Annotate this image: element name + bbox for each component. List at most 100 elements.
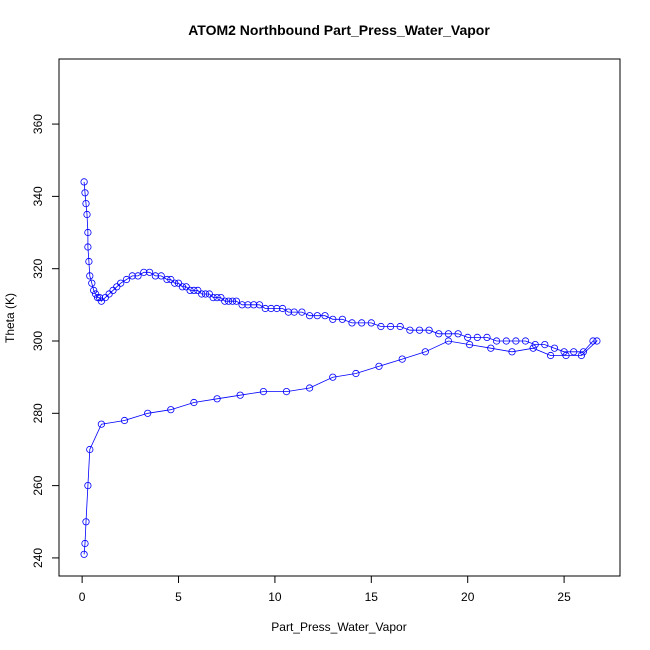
data-point xyxy=(305,312,314,320)
data-point xyxy=(589,337,597,345)
data-point xyxy=(570,348,578,356)
series-line xyxy=(83,181,598,555)
data-point xyxy=(186,286,194,294)
data-point xyxy=(205,290,213,298)
data-point xyxy=(531,340,539,349)
data-point xyxy=(213,293,221,302)
data-point xyxy=(579,348,588,356)
data-point xyxy=(259,387,267,396)
data-point xyxy=(278,304,287,313)
data-point xyxy=(415,326,424,334)
x-tick-label: 25 xyxy=(557,590,571,604)
data-point xyxy=(209,293,217,302)
data-point xyxy=(146,268,154,276)
data-point xyxy=(329,373,337,381)
y-tick-label: 360 xyxy=(31,114,45,134)
data-layer xyxy=(80,178,601,558)
data-point xyxy=(550,344,559,352)
data-point xyxy=(386,322,395,331)
data-point xyxy=(144,409,152,417)
data-point xyxy=(97,420,106,428)
data-point xyxy=(182,283,190,291)
data-point xyxy=(521,337,530,345)
data-point xyxy=(492,337,501,345)
data-point xyxy=(232,297,240,305)
data-point xyxy=(273,304,281,313)
data-point xyxy=(377,322,385,331)
data-point xyxy=(512,337,520,345)
data-point xyxy=(163,275,171,284)
data-point xyxy=(190,286,198,294)
y-tick-label: 300 xyxy=(31,331,45,351)
data-point xyxy=(367,319,375,327)
data-point xyxy=(94,293,102,302)
y-tick-label: 340 xyxy=(31,186,45,206)
data-point xyxy=(82,518,90,526)
data-point xyxy=(375,362,383,370)
data-point xyxy=(464,333,472,341)
data-point xyxy=(321,312,329,320)
data-point xyxy=(84,228,92,237)
data-point xyxy=(167,275,175,284)
data-point xyxy=(122,275,131,284)
data-point xyxy=(128,272,136,280)
data-point xyxy=(83,210,91,219)
data-point xyxy=(282,387,291,396)
data-point xyxy=(267,304,275,313)
data-point xyxy=(84,481,92,490)
y-tick-label: 280 xyxy=(31,403,45,423)
data-point xyxy=(425,326,433,334)
data-point xyxy=(352,369,360,378)
data-point xyxy=(541,340,549,349)
x-tick-label: 15 xyxy=(365,590,379,604)
data-point xyxy=(338,315,346,323)
data-point xyxy=(86,445,94,454)
data-point xyxy=(167,406,175,414)
x-axis: 0 5 10 15 20 25 xyxy=(79,575,571,604)
data-point xyxy=(225,297,233,305)
data-point xyxy=(97,297,106,305)
data-point xyxy=(329,315,337,323)
data-point xyxy=(81,539,89,548)
data-point xyxy=(228,297,237,305)
data-point xyxy=(194,286,202,294)
data-point xyxy=(421,348,429,356)
data-point xyxy=(238,301,246,309)
data-point xyxy=(85,257,93,266)
data-point xyxy=(298,308,306,316)
data-point xyxy=(290,308,298,316)
data-point xyxy=(120,416,129,425)
data-point xyxy=(86,272,94,280)
data-point xyxy=(109,286,117,294)
x-tick-label: 0 xyxy=(79,590,86,604)
data-point xyxy=(201,290,210,298)
y-tick-label: 320 xyxy=(31,258,45,278)
x-tick-label: 5 xyxy=(175,590,182,604)
chart-title: ATOM2 Northbound Part_Press_Water_Vapor xyxy=(188,22,490,38)
x-tick-label: 20 xyxy=(461,590,475,604)
data-point xyxy=(178,283,186,291)
data-point xyxy=(90,286,98,294)
data-point xyxy=(221,297,229,305)
data-point xyxy=(140,268,148,276)
data-point xyxy=(398,355,406,363)
data-point xyxy=(358,319,366,327)
data-point xyxy=(473,333,481,341)
data-point xyxy=(82,200,90,208)
data-point xyxy=(92,290,100,298)
data-point xyxy=(80,178,88,186)
data-point xyxy=(217,293,225,302)
data-point xyxy=(95,293,104,302)
data-point xyxy=(113,283,121,291)
data-point xyxy=(88,279,96,287)
data-point xyxy=(174,279,183,287)
y-tick-label: 260 xyxy=(31,475,45,495)
data-point xyxy=(465,340,474,349)
data-point xyxy=(577,351,586,360)
data-point xyxy=(529,344,537,352)
data-point xyxy=(562,351,570,360)
data-point xyxy=(81,189,89,197)
data-point xyxy=(171,279,179,287)
data-point xyxy=(84,243,92,251)
data-point xyxy=(546,351,555,360)
